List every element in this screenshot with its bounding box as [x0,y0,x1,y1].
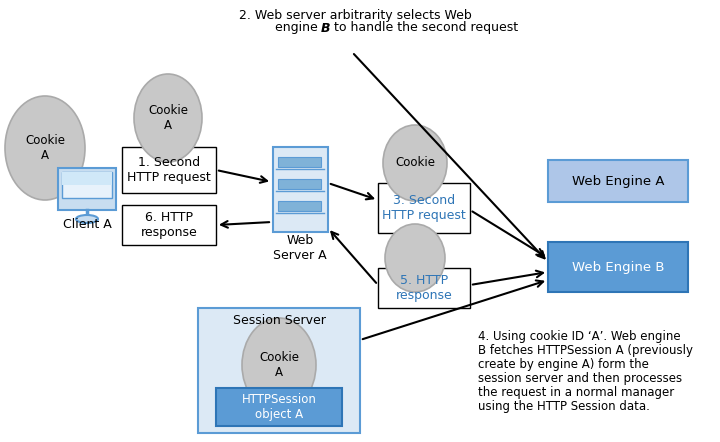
Text: Session Server: Session Server [233,315,325,328]
FancyBboxPatch shape [278,179,321,189]
Text: Web
Server A: Web Server A [273,234,327,262]
Text: Cookie: Cookie [395,156,435,169]
Ellipse shape [242,318,316,412]
Text: to handle the second request: to handle the second request [330,22,518,34]
Text: Cookie
A: Cookie A [148,104,188,132]
FancyBboxPatch shape [198,308,360,433]
Text: B fetches HTTPSession A (previously: B fetches HTTPSession A (previously [478,344,693,357]
FancyBboxPatch shape [378,268,470,308]
FancyBboxPatch shape [62,172,112,198]
Text: 6. HTTP
response: 6. HTTP response [140,211,197,239]
FancyBboxPatch shape [216,388,342,426]
Ellipse shape [134,74,202,162]
FancyBboxPatch shape [62,172,112,185]
Ellipse shape [385,224,445,292]
Ellipse shape [76,215,98,223]
Text: Client A: Client A [63,218,112,232]
Text: 4. Using cookie ID ‘A’. Web engine: 4. Using cookie ID ‘A’. Web engine [478,330,680,343]
FancyBboxPatch shape [548,242,688,292]
Text: 5. HTTP
response: 5. HTTP response [395,274,452,302]
Text: the request in a normal manager: the request in a normal manager [478,386,674,399]
Text: HTTPSession
object A: HTTPSession object A [242,393,316,421]
FancyBboxPatch shape [278,157,321,167]
FancyBboxPatch shape [378,183,470,233]
Text: 3. Second
HTTP request: 3. Second HTTP request [382,194,466,222]
FancyBboxPatch shape [548,160,688,202]
Text: Web Engine B: Web Engine B [572,260,665,274]
FancyBboxPatch shape [58,168,116,210]
Text: 1. Second
HTTP request: 1. Second HTTP request [127,156,211,184]
Text: Web Engine A: Web Engine A [572,175,665,187]
Ellipse shape [5,96,85,200]
Text: create by engine A) form the: create by engine A) form the [478,358,649,371]
FancyBboxPatch shape [273,147,328,232]
Text: Cookie
A: Cookie A [25,134,65,162]
FancyBboxPatch shape [278,201,321,211]
Text: session server and then processes: session server and then processes [478,372,682,385]
Text: B: B [321,22,330,34]
FancyBboxPatch shape [122,205,216,245]
Ellipse shape [383,125,447,201]
Text: using the HTTP Session data.: using the HTTP Session data. [478,400,650,413]
Text: 2. Web server arbitrarity selects Web: 2. Web server arbitrarity selects Web [238,8,472,22]
Text: Cookie
A: Cookie A [259,351,299,379]
FancyBboxPatch shape [122,147,216,193]
Text: engine: engine [275,22,322,34]
